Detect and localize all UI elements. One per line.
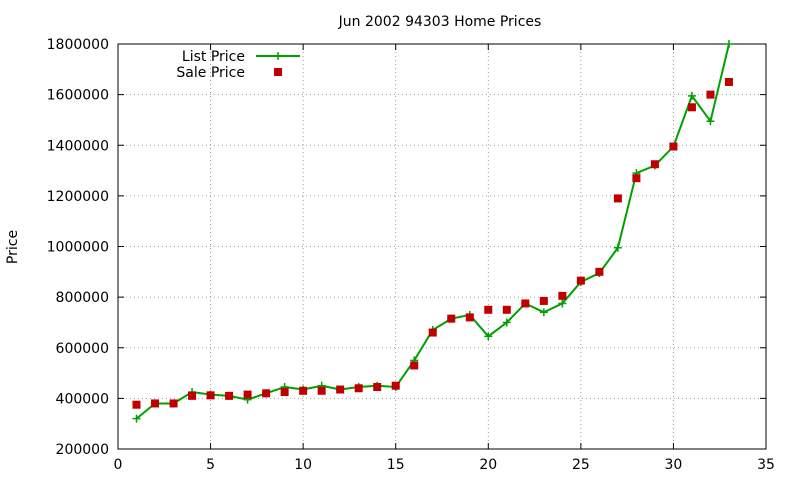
data-point: [428, 328, 437, 337]
x-tick-label: 10: [294, 457, 312, 473]
data-point: [243, 390, 252, 399]
data-point: [317, 386, 326, 395]
legend-marker: [274, 68, 282, 76]
data-point: [206, 391, 215, 400]
data-point: [632, 174, 641, 183]
data-point: [391, 381, 400, 390]
data-point: [262, 389, 271, 398]
x-tick-label: 0: [114, 457, 123, 473]
x-tick-label: 20: [479, 457, 497, 473]
data-point: [336, 385, 345, 394]
data-point: [687, 103, 696, 112]
legend-label: Sale Price: [176, 65, 245, 81]
data-point: [539, 296, 548, 305]
data-point: [410, 361, 419, 370]
x-tick-label: 35: [757, 457, 775, 473]
y-tick-label: 200000: [56, 442, 109, 458]
y-tick-label: 1800000: [47, 37, 109, 53]
x-tick-label: 25: [572, 457, 590, 473]
y-tick-label: 400000: [56, 391, 109, 407]
data-point: [521, 299, 530, 308]
grid-lines: [118, 44, 766, 449]
data-point: [465, 313, 474, 322]
data-point: [706, 90, 715, 99]
data-point: [225, 391, 234, 400]
y-tick-label: 800000: [56, 290, 109, 306]
axis-ticks: 0 5 10 15 20 25 30 35 200000 400000 600000 800000 10…: [47, 37, 775, 473]
chart-title: Jun 2002 94303 Home Prices: [338, 14, 542, 30]
data-point: [502, 305, 511, 314]
data-point: [724, 77, 733, 86]
x-tick-label: 5: [206, 457, 215, 473]
data-point: [669, 142, 678, 151]
data-series: [132, 40, 733, 423]
y-tick-label: 1400000: [47, 138, 109, 154]
data-point: [354, 384, 363, 393]
legend-label: List Price: [182, 49, 245, 65]
data-point: [373, 382, 382, 391]
data-point: [447, 314, 456, 323]
data-point: [595, 267, 604, 276]
series-list-price: [132, 40, 733, 423]
data-point: [188, 391, 197, 400]
data-point: [169, 399, 178, 408]
data-point: [280, 388, 289, 397]
series-line: [135, 43, 730, 420]
y-axis-label: Price: [5, 230, 21, 264]
data-point: [484, 305, 493, 314]
data-point: [558, 291, 567, 300]
data-point: [576, 276, 585, 285]
data-point: [299, 386, 308, 395]
data-point: [151, 399, 160, 408]
x-tick-label: 30: [665, 457, 683, 473]
data-point: [613, 194, 622, 203]
y-tick-label: 1000000: [47, 240, 109, 256]
x-tick-label: 15: [387, 457, 405, 473]
series-sale-price: [132, 77, 733, 409]
data-point: [132, 400, 141, 409]
y-tick-label: 600000: [56, 341, 109, 357]
data-point: [650, 160, 659, 169]
y-tick-label: 1200000: [47, 189, 109, 205]
y-tick-label: 1600000: [47, 88, 109, 104]
